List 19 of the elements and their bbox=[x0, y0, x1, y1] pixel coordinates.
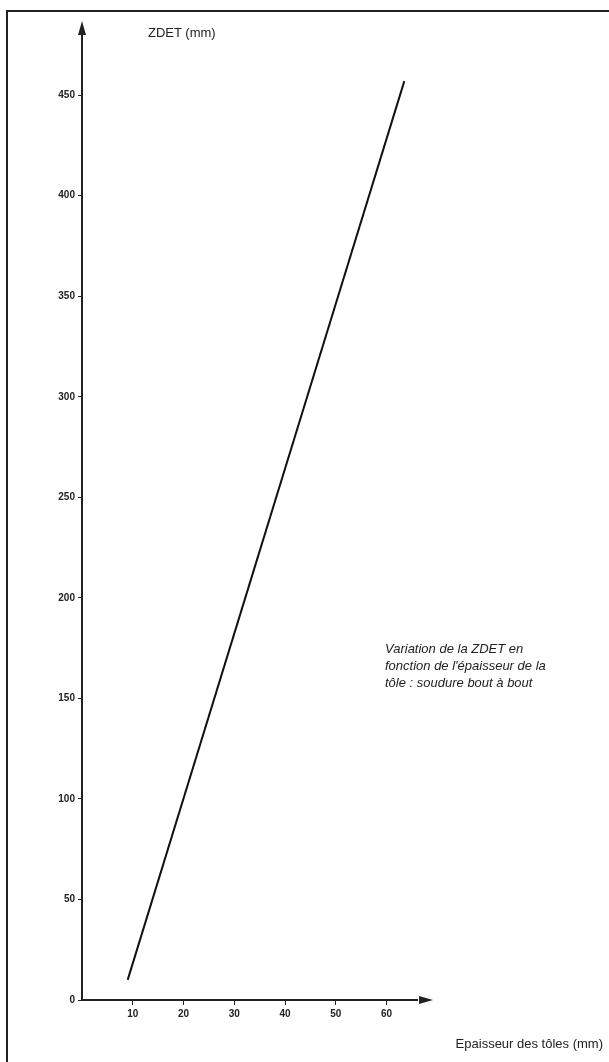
x-tick-label: 10 bbox=[127, 1007, 139, 1019]
x-tick-label: 40 bbox=[279, 1007, 292, 1019]
y-tick-label: 100 bbox=[58, 792, 76, 804]
x-tick-label: 50 bbox=[330, 1007, 342, 1019]
y-tick-label: 200 bbox=[58, 591, 76, 603]
x-tick-label: 20 bbox=[177, 1007, 190, 1019]
y-tick-label: 50 bbox=[63, 893, 76, 905]
y-axis-title: ZDET (mm) bbox=[148, 25, 216, 40]
y-tick-label: 350 bbox=[58, 290, 76, 302]
y-tick-label: 250 bbox=[58, 491, 76, 503]
y-tick-label: 150 bbox=[58, 692, 76, 704]
x-tick-label: 30 bbox=[228, 1007, 241, 1019]
y-tick-label: 0 bbox=[69, 993, 76, 1005]
x-tick-label: 60 bbox=[380, 1007, 393, 1019]
x-axis-title: Epaisseur des tôles (mm) bbox=[455, 1036, 603, 1051]
y-tick-label: 300 bbox=[58, 390, 76, 402]
y-tick-label: 450 bbox=[58, 88, 76, 100]
y-tick-label: 400 bbox=[58, 189, 76, 201]
annotation: Variation de la ZDET en fonction de l'épaisseur de la tôle : soudure bout à bout bbox=[385, 640, 547, 691]
